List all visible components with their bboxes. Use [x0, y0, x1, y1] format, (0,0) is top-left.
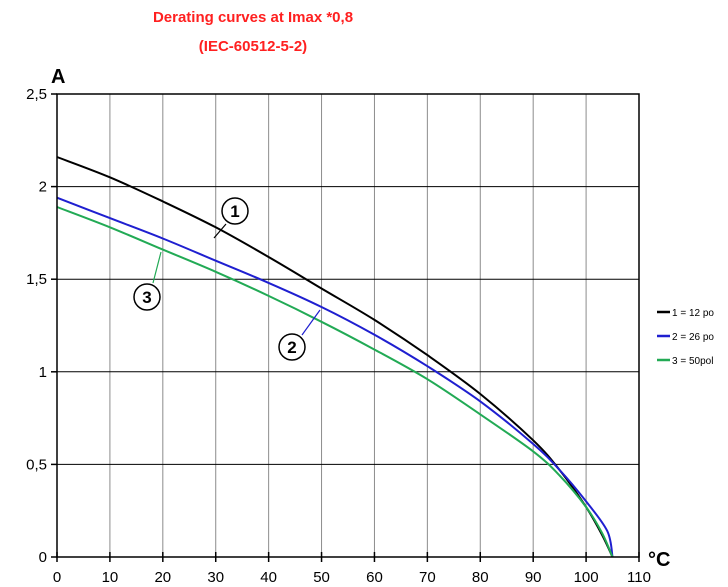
chart-subtitle: (IEC-60512-5-2) — [199, 38, 307, 55]
x-tick-label: 10 — [102, 569, 119, 586]
series-line-1 — [56, 156, 614, 558]
y-tick-label: 0,5 — [26, 456, 47, 473]
legend-label: 2 = 26 po — [672, 332, 714, 343]
series-callouts: 1 2 3 — [133, 197, 321, 361]
chart-title: Derating curves at Imax *0,8 — [153, 9, 353, 26]
x-tick-label: 60 — [366, 569, 383, 586]
x-tick-label: 100 — [574, 569, 599, 586]
x-tick-label: 0 — [53, 569, 61, 586]
callout-circle — [133, 283, 161, 311]
callout-leader-line — [213, 223, 227, 239]
x-tick-label: 110 — [627, 569, 651, 586]
legend: 1 = 12 po 2 = 26 po 3 = 50pol — [657, 308, 714, 367]
callout-leader-line — [301, 309, 321, 336]
x-axis-label: °C — [648, 549, 670, 571]
callout-number: 1 — [230, 202, 239, 221]
series-line-2 — [56, 196, 614, 558]
x-tick-label: 50 — [313, 569, 330, 586]
callout-leader-line — [152, 251, 162, 284]
legend-label: 3 = 50pol — [672, 356, 713, 367]
y-tick-label: 2 — [39, 179, 47, 196]
x-tick-label: 30 — [207, 569, 224, 586]
x-tick-label: 80 — [472, 569, 489, 586]
legend-label: 1 = 12 po — [672, 308, 714, 319]
y-tick-label: 1,5 — [26, 271, 47, 288]
series-line-3 — [56, 206, 614, 558]
plot-area-frame — [56, 93, 640, 558]
y-axis-label: A — [51, 66, 65, 88]
axis-ticks: 0 10 20 30 40 50 60 70 80 90 100 110 0 0,5 1 1,5 2 2,5 — [26, 86, 651, 586]
series-lines — [56, 156, 614, 558]
x-tick-label: 90 — [525, 569, 542, 586]
y-tick-label: 2,5 — [26, 86, 47, 103]
callout-circle — [221, 197, 249, 225]
callout-number: 2 — [287, 338, 296, 357]
y-tick-label: 0 — [39, 549, 47, 566]
x-tick-label: 40 — [260, 569, 277, 586]
callout-number: 3 — [142, 288, 151, 307]
y-tick-label: 1 — [39, 364, 47, 381]
grid-lines — [57, 94, 639, 557]
x-tick-label: 70 — [419, 569, 436, 586]
x-tick-label: 20 — [154, 569, 171, 586]
callout-circle — [278, 333, 306, 361]
